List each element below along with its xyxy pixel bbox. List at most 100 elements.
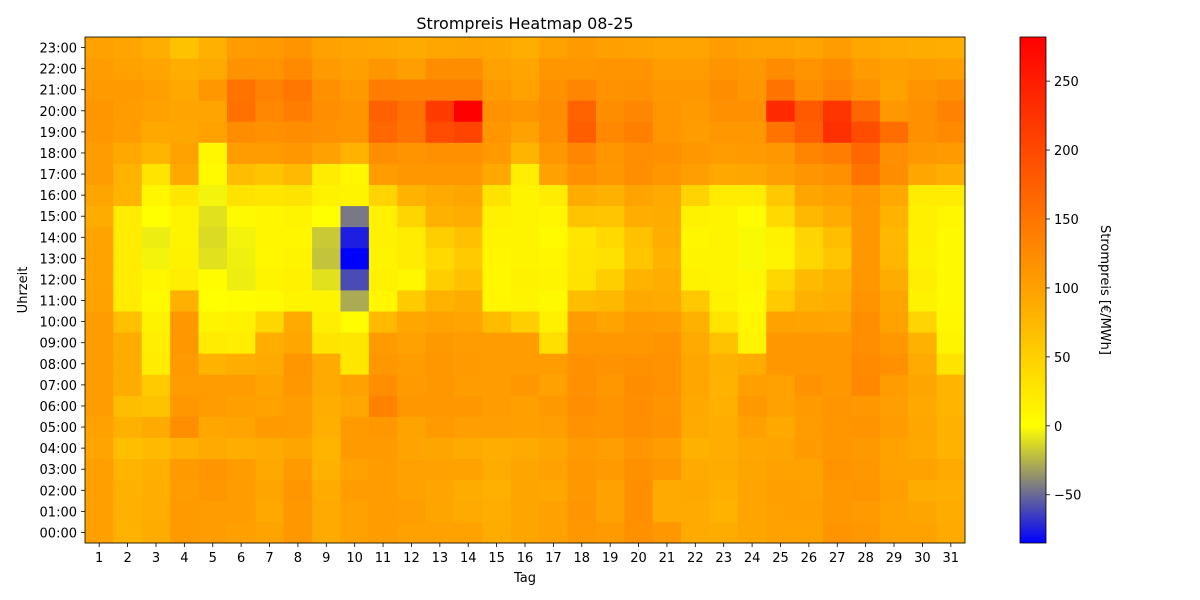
heatmap-cell bbox=[652, 332, 682, 354]
heatmap-cell bbox=[283, 353, 313, 375]
heatmap-cell bbox=[737, 437, 767, 460]
heatmap-cell bbox=[283, 142, 313, 164]
heatmap-cell bbox=[624, 205, 654, 228]
heatmap-cell bbox=[397, 458, 427, 481]
heatmap-cell bbox=[823, 374, 852, 396]
heatmap-cell bbox=[113, 121, 143, 143]
heatmap-cell bbox=[283, 311, 313, 333]
heatmap-cell bbox=[510, 163, 540, 185]
heatmap-cell bbox=[936, 311, 966, 333]
heatmap-cell bbox=[936, 521, 966, 544]
y-tick-label: 20:00 bbox=[40, 105, 77, 120]
heatmap-cell bbox=[170, 37, 199, 59]
heatmap-cell bbox=[936, 374, 966, 396]
heatmap-cell bbox=[226, 226, 256, 249]
heatmap-cell bbox=[141, 479, 171, 502]
heatmap-cell bbox=[368, 247, 398, 270]
heatmap-cell bbox=[425, 290, 455, 312]
heatmap-cell bbox=[567, 121, 597, 143]
heatmap-cell bbox=[312, 311, 341, 333]
heatmap-cell bbox=[340, 37, 370, 59]
heatmap-cell bbox=[397, 142, 427, 164]
heatmap-cell bbox=[624, 395, 654, 417]
heatmap-cell bbox=[226, 479, 256, 502]
heatmap-cell bbox=[567, 416, 597, 438]
heatmap-cell bbox=[170, 458, 199, 481]
heatmap-cell bbox=[482, 458, 512, 481]
heatmap-cell bbox=[879, 374, 909, 396]
heatmap-cell bbox=[340, 226, 370, 249]
heatmap-cell bbox=[113, 142, 143, 164]
heatmap-cell bbox=[681, 58, 710, 80]
heatmap-cell bbox=[595, 247, 625, 270]
heatmap-cell bbox=[652, 353, 682, 375]
heatmap-cell bbox=[85, 247, 114, 270]
heatmap-cell bbox=[368, 100, 398, 122]
heatmap-cell bbox=[851, 395, 881, 417]
heatmap-cell bbox=[567, 37, 597, 59]
heatmap-cell bbox=[368, 142, 398, 164]
heatmap-cell bbox=[794, 353, 824, 375]
heatmap-cell bbox=[510, 226, 540, 249]
heatmap-cell bbox=[312, 416, 341, 438]
heatmap-cell bbox=[766, 142, 796, 164]
heatmap-cell bbox=[141, 332, 171, 354]
heatmap-cell bbox=[454, 247, 483, 270]
heatmap-cell bbox=[141, 458, 171, 481]
heatmap-cell bbox=[226, 374, 256, 396]
heatmap-cell bbox=[908, 311, 938, 333]
heatmap-cell bbox=[823, 268, 852, 291]
heatmap-cell bbox=[737, 79, 767, 101]
heatmap-cell bbox=[851, 226, 881, 249]
heatmap-cell bbox=[141, 437, 171, 460]
x-tick-label: 23 bbox=[715, 551, 732, 566]
heatmap-cell bbox=[681, 121, 710, 143]
heatmap-cell bbox=[368, 184, 398, 207]
heatmap-cell bbox=[851, 374, 881, 396]
y-tick-label: 11:00 bbox=[40, 295, 77, 310]
heatmap-cell bbox=[425, 521, 455, 544]
heatmap-cell bbox=[510, 100, 540, 122]
colorbar-tick-label: 200 bbox=[1054, 144, 1079, 159]
heatmap-cell bbox=[368, 437, 398, 460]
heatmap-cell bbox=[510, 37, 540, 59]
heatmap-cell bbox=[226, 58, 256, 80]
heatmap-cell bbox=[851, 353, 881, 375]
heatmap-cell bbox=[510, 268, 540, 291]
heatmap-cell bbox=[198, 100, 228, 122]
heatmap-cell bbox=[624, 332, 654, 354]
heatmap-cell bbox=[652, 311, 682, 333]
heatmap-cell bbox=[454, 163, 483, 185]
heatmap-cell bbox=[737, 479, 767, 502]
heatmap-cell bbox=[595, 290, 625, 312]
heatmap-cell bbox=[879, 353, 909, 375]
heatmap-cell bbox=[879, 311, 909, 333]
heatmap-cell bbox=[255, 437, 285, 460]
heatmap-cell bbox=[113, 311, 143, 333]
heatmap-cell bbox=[283, 479, 313, 502]
heatmap-cell bbox=[823, 521, 852, 544]
heatmap-cell bbox=[170, 142, 199, 164]
heatmap-cell bbox=[823, 458, 852, 481]
heatmap-cell bbox=[879, 458, 909, 481]
heatmap-cell bbox=[170, 184, 199, 207]
heatmap-cell bbox=[539, 121, 568, 143]
heatmap-cell bbox=[624, 226, 654, 249]
heatmap-cell bbox=[397, 121, 427, 143]
heatmap-cell bbox=[879, 332, 909, 354]
heatmap-cell bbox=[312, 374, 341, 396]
heatmap-cell bbox=[851, 332, 881, 354]
heatmap-cell bbox=[681, 416, 710, 438]
heatmap-cell bbox=[681, 521, 710, 544]
heatmap-cell bbox=[737, 226, 767, 249]
heatmap-cell bbox=[198, 290, 228, 312]
heatmap-cell bbox=[198, 205, 228, 228]
heatmap-cell bbox=[794, 100, 824, 122]
heatmap-cell bbox=[368, 311, 398, 333]
heatmap-cell bbox=[113, 226, 143, 249]
heatmap-cell bbox=[368, 226, 398, 249]
heatmap-cell bbox=[397, 374, 427, 396]
heatmap-cell bbox=[595, 311, 625, 333]
heatmap-cell bbox=[794, 226, 824, 249]
heatmap-cell bbox=[312, 332, 341, 354]
